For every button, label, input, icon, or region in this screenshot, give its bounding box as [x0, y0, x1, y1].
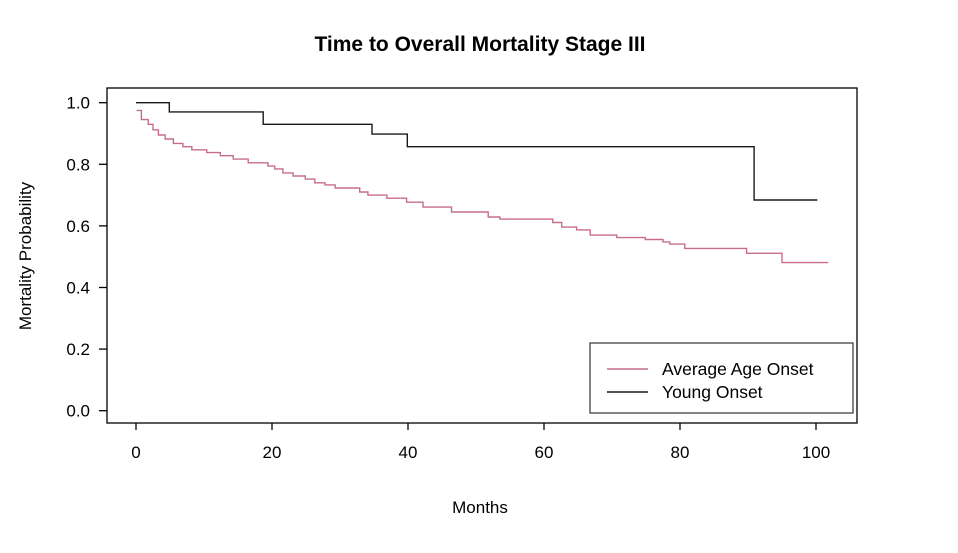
x-tick-label: 100 — [802, 443, 830, 462]
y-tick-label: 0.0 — [66, 402, 90, 421]
y-tick-label: 0.2 — [66, 340, 90, 359]
legend-box — [589, 342, 854, 414]
x-tick-label: 80 — [671, 443, 690, 462]
x-tick-label: 20 — [263, 443, 282, 462]
y-tick-label: 0.6 — [66, 217, 90, 236]
legend-label-young-onset: Young Onset — [662, 382, 763, 402]
y-tick-label: 0.4 — [66, 279, 90, 298]
curve-average-age-onset — [136, 109, 829, 264]
legend-label-average-age-onset: Average Age Onset — [662, 359, 814, 379]
x-axis-ticks: 0 20 40 60 80 100 — [131, 423, 830, 462]
x-tick-label: 40 — [399, 443, 418, 462]
curve-young-onset — [136, 102, 818, 201]
plot-border — [106, 87, 858, 424]
y-axis-ticks: 0.0 0.2 0.4 0.6 0.8 1.0 — [66, 94, 107, 421]
y-tick-label: 0.8 — [66, 155, 90, 174]
x-axis-title: Months — [452, 498, 508, 517]
x-tick-label: 0 — [131, 443, 140, 462]
x-tick-label: 60 — [535, 443, 554, 462]
survival-curves — [136, 102, 829, 264]
chart-title: Time to Overall Mortality Stage III — [314, 33, 645, 56]
legend: Average Age Onset Young Onset — [589, 342, 854, 414]
y-axis-title: Mortality Probability — [16, 181, 35, 330]
y-tick-label: 1.0 — [66, 94, 90, 113]
